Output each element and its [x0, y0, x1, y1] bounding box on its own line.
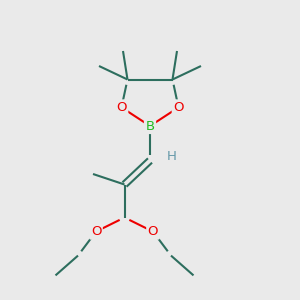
Text: B: B: [146, 119, 154, 133]
Text: H: H: [167, 150, 176, 163]
Text: O: O: [148, 225, 158, 238]
Text: O: O: [116, 101, 127, 114]
Text: O: O: [173, 101, 184, 114]
Text: O: O: [91, 225, 101, 238]
